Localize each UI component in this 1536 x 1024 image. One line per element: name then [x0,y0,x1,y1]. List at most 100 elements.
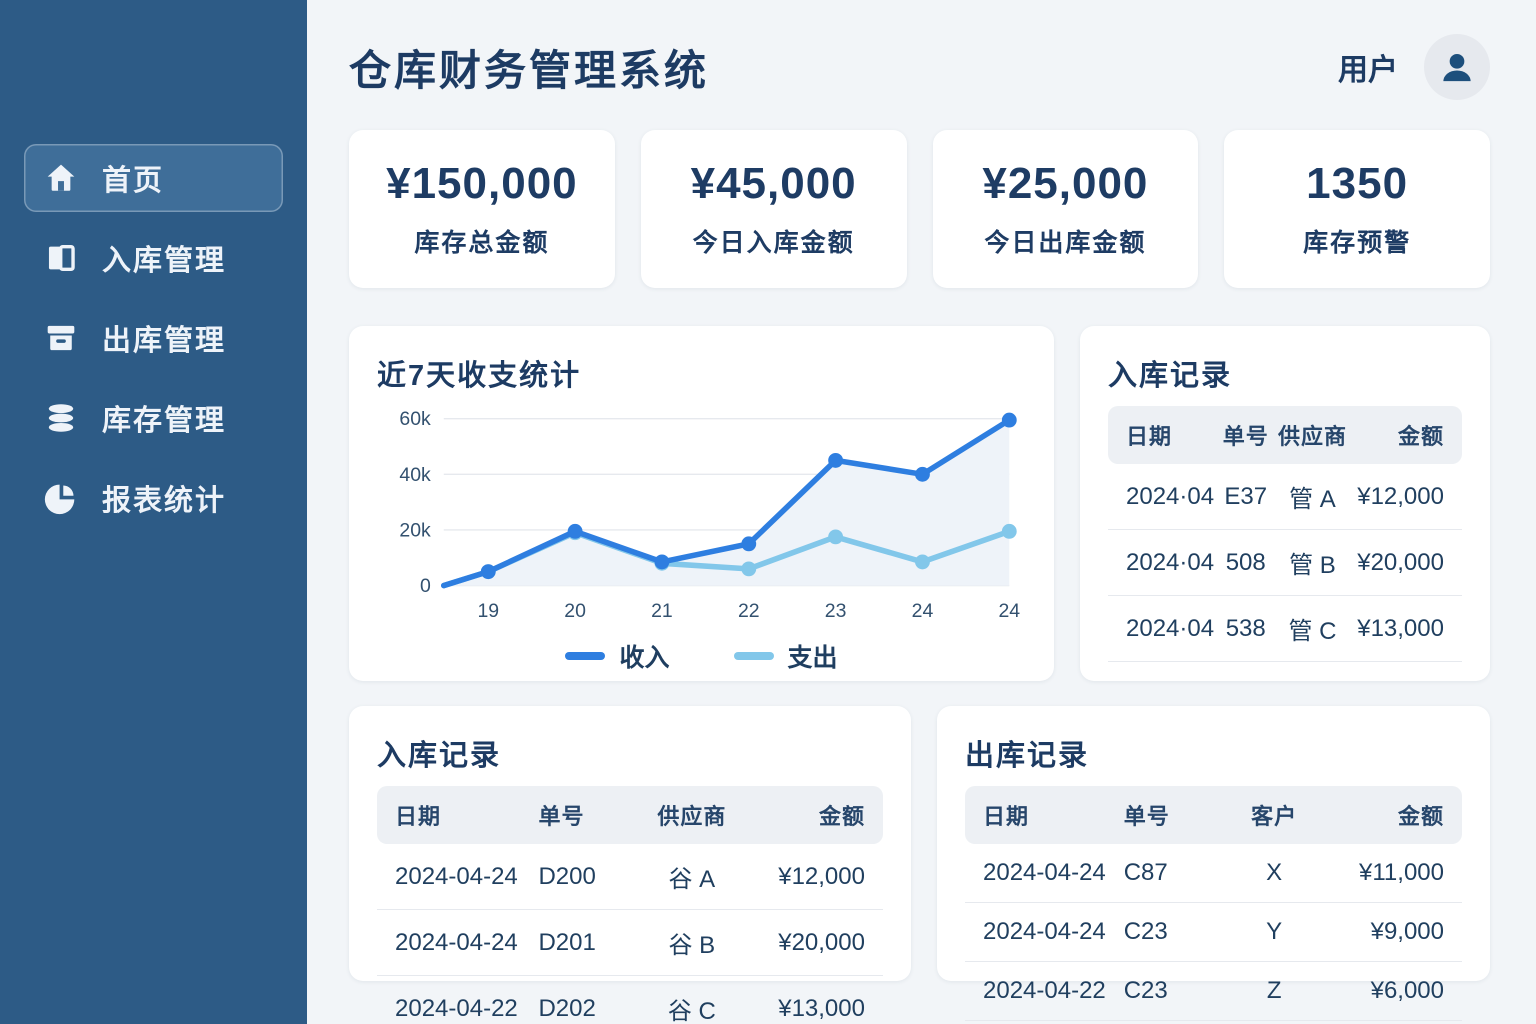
table-row: 2024·04 E37 管 A ¥12,000 [1108,464,1462,530]
middle-row: 近7天收支统计 0 20k 40k 60k 19 20 21 22 23 24 24 收入 支出 入库… [349,326,1490,681]
column-header: 日期 [395,804,442,829]
table-cell: D202 [538,994,596,1022]
column-header: 金额 [1397,424,1444,449]
column-header: 供应商 [1277,424,1347,449]
legend-swatch [565,651,606,660]
table-cell: ¥11,000 [1359,859,1444,886]
table-cell: 管 A [1289,486,1336,513]
stats-row: ¥150,000 库存总金额 ¥45,000 今日入库金额 ¥25,000 今日出库金额 1… [349,130,1490,288]
legend-swatch [733,651,774,660]
sidebar-item-2[interactable]: 出库管理 [24,304,283,372]
table-cell: 2024-04-24 [395,862,518,890]
sidebar-item-0[interactable]: 首页 [24,144,283,212]
inbound-recent-panel: 入库记录 日期 单号 供应商 金额 2024·04 E37 管 A ¥12,000 2024·0… [1080,326,1490,681]
table-cell: 2024·04 [1126,548,1215,576]
column-header: 日期 [1126,424,1173,449]
table-cell: 2024-04-24 [983,859,1106,886]
home-icon [44,161,78,195]
table-row: 2024-04-24 C87 X ¥11,000 [965,844,1462,903]
column-header: 金额 [1397,804,1444,829]
table-cell: Y [1266,918,1283,945]
stat-value: ¥150,000 [386,159,578,208]
inventory-icon [44,401,78,435]
main-content: 仓库财务管理系统 用户 ¥150,000 库存总金额 ¥45,000 今日入库金额 ¥2… [307,0,1536,1024]
user-label: 用户 [1338,54,1398,87]
table-row: 2024-04-24 D200 谷 A ¥12,000 [377,844,883,910]
person-icon [1443,54,1471,82]
table-cell: 508 [1225,548,1266,576]
table-cell: X [1266,859,1283,886]
column-header: 金额 [818,804,865,829]
table-row: 2024·04 538 管 C ¥13,000 [1108,596,1462,662]
sidebar-item-label: 报表统计 [102,485,227,517]
column-header: 单号 [1222,424,1269,449]
table-header-row: 日期 单号 供应商 金额 [1108,406,1462,464]
svg-text:40k: 40k [399,464,431,486]
outbound-log-panel: 出库记录 日期 单号 客户 金额 2024-04-24 C87 X ¥11,000 2024-0… [937,706,1490,1021]
sidebar-item-3[interactable]: 库存管理 [24,384,283,452]
outbound-icon [44,321,78,355]
table-row: 2024-04-22 C23 Z ¥6,000 [965,962,1462,1021]
table-row: 2024-04-24 C23 Y ¥9,000 [965,903,1462,962]
table-cell: ¥13,000 [778,994,865,1022]
legend-item-0: 收入 [565,638,670,674]
sidebar-item-1[interactable]: 入库管理 [24,224,283,292]
stat-value: 1350 [1306,159,1409,208]
stat-label: 今日出库金额 [984,229,1147,257]
line-chart: 0 20k 40k 60k 19 20 21 22 23 24 24 [377,402,1026,636]
outbound-log-title: 出库记录 [965,740,1090,772]
legend-label: 收入 [619,643,670,672]
stat-card-3: 1350 库存预警 [1224,130,1490,288]
column-header: 日期 [983,804,1030,829]
column-header: 单号 [1123,804,1170,829]
svg-text:22: 22 [738,600,760,622]
legend-label: 支出 [787,643,838,672]
table-row: 2024·04 508 管 B ¥20,000 [1108,530,1462,596]
stat-card-1: ¥45,000 今日入库金额 [640,130,907,288]
table-cell: C23 [1123,918,1168,945]
sidebar-item-label: 首页 [102,165,165,197]
stat-card-2: ¥25,000 今日出库金额 [932,130,1199,288]
inbound-recent-table: 日期 单号 供应商 金额 2024·04 E37 管 A ¥12,000 2024·04 508 管… [1108,406,1462,662]
svg-text:21: 21 [651,600,673,622]
table-cell: C87 [1123,859,1168,886]
user-menu[interactable]: 用户 [1338,34,1490,100]
svg-text:24: 24 [912,600,934,622]
topbar: 仓库财务管理系统 用户 [349,34,1490,100]
chart-legend: 收入 支出 [377,638,1026,674]
table-cell: 2024-04-22 [395,994,518,1022]
sidebar: 首页入库管理出库管理库存管理报表统计 [0,0,307,1024]
table-cell: 2024-04-24 [983,918,1106,945]
column-header: 单号 [538,804,585,829]
svg-text:60k: 60k [399,408,431,430]
user-avatar[interactable] [1424,34,1490,100]
table-cell: ¥20,000 [1357,548,1444,576]
table-cell: ¥6,000 [1370,977,1444,1004]
table-header-row: 日期 单号 供应商 金额 [377,786,883,844]
sidebar-item-label: 出库管理 [102,325,227,357]
table-cell: ¥20,000 [778,928,865,956]
svg-text:20k: 20k [399,519,431,541]
table-cell: E37 [1224,482,1268,510]
stat-value: ¥25,000 [982,159,1149,208]
table-cell: 管 C [1288,618,1337,645]
outbound-log-table: 日期 单号 客户 金额 2024-04-24 C87 X ¥11,000 2024-04-24 C… [965,786,1462,1021]
table-cell: Z [1266,977,1282,1004]
stat-value: ¥45,000 [690,159,857,208]
table-row: 2024-04-22 D202 谷 C ¥13,000 [377,976,883,1024]
inbound-log-title: 入库记录 [377,740,502,772]
table-cell: 管 B [1289,552,1336,579]
chart-title: 近7天收支统计 [377,360,582,392]
inbound-log-panel: 入库记录 日期 单号 供应商 金额 2024-04-24 D200 谷 A ¥12,000 20… [349,706,911,1024]
table-cell: ¥13,000 [1357,614,1444,642]
sidebar-item-4[interactable]: 报表统计 [24,464,283,532]
page-title: 仓库财务管理系统 [349,46,710,94]
inbound-recent-title: 入库记录 [1108,360,1233,392]
table-cell: D200 [538,862,596,890]
inbound-log-table: 日期 单号 供应商 金额 2024-04-24 D200 谷 A ¥12,000 2024-04… [377,786,883,1024]
reports-icon [44,481,78,515]
svg-text:20: 20 [564,600,586,622]
table-cell: 谷 B [668,932,716,959]
svg-text:19: 19 [477,600,499,622]
svg-text:24: 24 [998,600,1020,622]
